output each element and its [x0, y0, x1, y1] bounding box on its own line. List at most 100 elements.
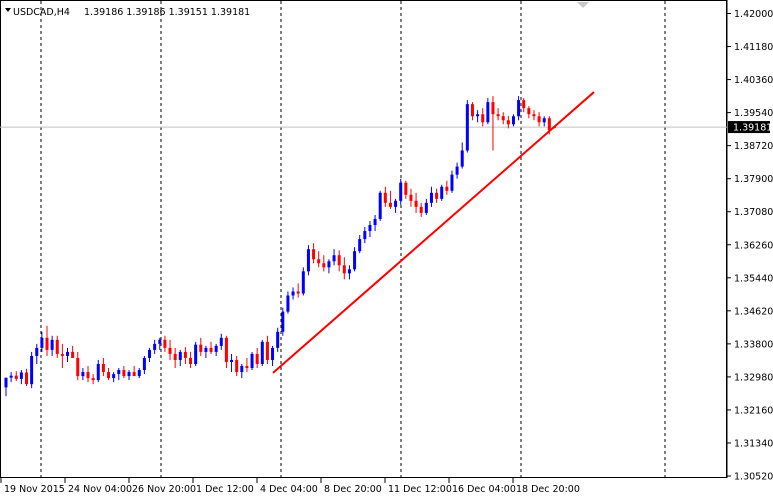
- candle: [204, 345, 208, 358]
- candle-body: [358, 239, 362, 252]
- triangle-down-icon[interactable]: [577, 2, 589, 8]
- candle-body: [224, 337, 228, 362]
- candle: [250, 351, 254, 371]
- candle: [40, 331, 44, 352]
- candle: [317, 251, 321, 268]
- candle-body: [55, 339, 59, 354]
- candle-body: [337, 255, 341, 266]
- candle-body: [25, 372, 29, 385]
- candle-body: [332, 255, 336, 262]
- candle: [404, 180, 408, 199]
- candle: [537, 112, 541, 127]
- price-label: 1.37900: [734, 174, 773, 185]
- candle-body: [209, 347, 213, 352]
- candle-body: [86, 372, 90, 379]
- candle: [281, 307, 285, 336]
- candle-body: [137, 370, 141, 377]
- candle: [542, 116, 546, 127]
- candle: [347, 265, 351, 280]
- candle: [342, 257, 346, 280]
- candle: [491, 96, 495, 151]
- candle: [450, 170, 454, 193]
- candle: [224, 335, 228, 369]
- candle-body: [455, 166, 459, 175]
- candle-body: [388, 202, 392, 207]
- candle-body: [501, 116, 505, 121]
- candle: [117, 368, 121, 381]
- price-label: 1.40360: [734, 75, 773, 86]
- candle: [189, 351, 193, 369]
- candle-body: [465, 104, 469, 151]
- candle-body: [481, 114, 485, 123]
- candle: [255, 347, 259, 369]
- candle-body: [276, 331, 280, 348]
- candle-body: [142, 357, 146, 371]
- price-label: 1.30520: [734, 472, 773, 483]
- candle-body: [230, 359, 234, 362]
- candle: [429, 186, 433, 207]
- candle: [219, 333, 223, 350]
- candle-body: [486, 102, 490, 123]
- candle-body: [327, 261, 331, 268]
- candle: [522, 98, 526, 113]
- candle: [112, 372, 116, 383]
- candle-body: [189, 357, 193, 365]
- candle-body: [153, 343, 157, 350]
- price-label: 1.34620: [734, 306, 773, 317]
- candle-body: [353, 251, 357, 270]
- candle: [199, 337, 203, 356]
- candle: [14, 371, 18, 381]
- candle-body: [429, 192, 433, 203]
- candle-body: [240, 366, 244, 373]
- candle-body: [173, 353, 177, 360]
- candle-body: [40, 337, 44, 348]
- price-label: 1.41180: [734, 42, 773, 53]
- candle-body: [435, 192, 439, 199]
- candle: [45, 325, 49, 356]
- candle: [481, 108, 485, 127]
- candle: [9, 372, 13, 383]
- trendline[interactable]: [272, 91, 595, 374]
- candle-body: [14, 375, 18, 379]
- candlestick-series: [4, 96, 556, 397]
- candle-body: [517, 100, 521, 117]
- candle-body: [9, 375, 13, 378]
- candle-body: [286, 295, 290, 312]
- triangle-down-icon[interactable]: [5, 8, 11, 12]
- time-label: 26 Nov 20:00: [132, 484, 196, 495]
- candle: [517, 96, 521, 121]
- candle: [122, 366, 126, 379]
- candle: [419, 202, 423, 217]
- candle: [460, 142, 464, 169]
- price-label: 1.37080: [734, 207, 773, 218]
- candle-body: [255, 353, 259, 365]
- candle: [214, 343, 218, 356]
- candle-body: [60, 353, 64, 356]
- candle: [178, 349, 182, 367]
- candle-body: [235, 359, 239, 373]
- candle: [35, 343, 39, 365]
- candle-body: [66, 351, 70, 356]
- candle-body: [491, 102, 495, 115]
- candle-body: [96, 364, 100, 381]
- candle: [465, 100, 469, 153]
- candle: [276, 327, 280, 352]
- candle: [496, 108, 500, 121]
- candle-body: [414, 200, 418, 207]
- time-label: 8 Dec 20:00: [324, 484, 382, 495]
- candle: [71, 345, 75, 358]
- candle: [260, 339, 264, 367]
- candle: [291, 287, 295, 300]
- candle: [25, 368, 29, 387]
- candle: [399, 178, 403, 205]
- vertical-grid: [40, 1, 666, 477]
- time-label: 4 Dec 04:00: [260, 484, 318, 495]
- candle-body: [265, 341, 269, 360]
- price-axis: 1.42000 1.41180 1.40360 1.39540 1.38720 1.379…: [727, 9, 773, 483]
- candle-body: [419, 206, 423, 213]
- candle: [55, 335, 59, 358]
- candle-body: [424, 202, 428, 213]
- candle: [296, 283, 300, 298]
